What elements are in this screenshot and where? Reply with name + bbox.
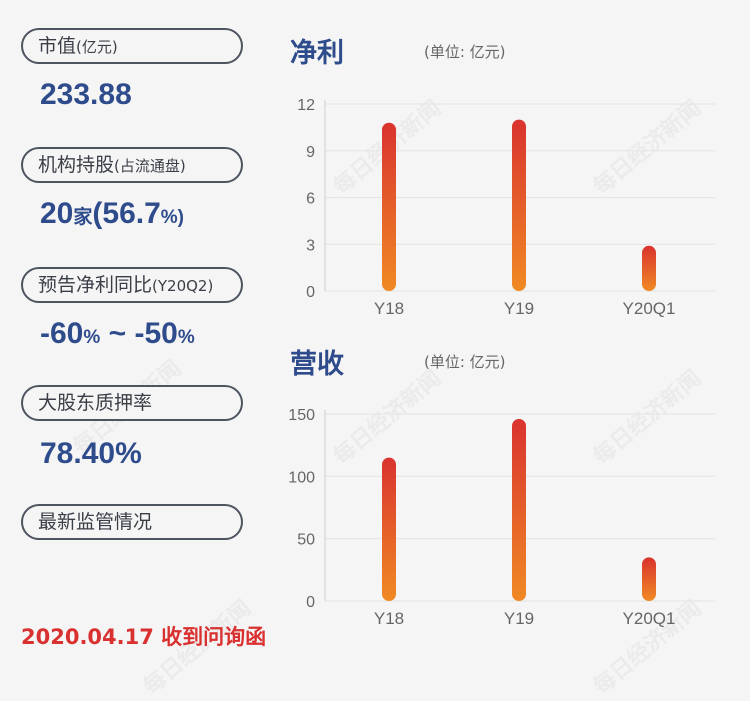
chart-unit-revenue: (单位: 亿元) xyxy=(424,353,506,371)
forecast-low: -60 xyxy=(40,317,84,350)
y-tick-label: 50 xyxy=(297,532,315,549)
y-tick-label: 3 xyxy=(306,237,315,254)
institution-holding-label: 机构持股(占流通盘) xyxy=(21,147,243,183)
chart-unit-net-profit: (单位: 亿元) xyxy=(424,43,506,61)
forecast-high: -50 xyxy=(134,317,178,350)
y-tick-label: 0 xyxy=(306,594,315,611)
bar xyxy=(642,245,656,291)
x-tick-label: Y19 xyxy=(504,299,534,318)
bar xyxy=(512,119,526,291)
forecast-profit-label-text: 预告净利同比 xyxy=(38,274,153,296)
market-cap-label-sub: (亿元) xyxy=(76,38,118,56)
institution-holding-value: 20家(56.7%) xyxy=(40,197,184,231)
bar xyxy=(382,122,396,291)
x-tick-label: Y20Q1 xyxy=(623,299,676,318)
net-profit-chart: 0 3 6 9 12 Y18 Y19 Y20Q1 xyxy=(297,97,715,318)
y-tick-label: 100 xyxy=(288,469,315,486)
pledge-ratio-label: 大股东质押率 xyxy=(21,385,243,421)
y-tick-label: 6 xyxy=(306,191,315,208)
institution-count: 20 xyxy=(40,197,74,230)
y-tick-label: 0 xyxy=(306,284,315,301)
market-cap-value: 233.88 xyxy=(40,78,132,111)
forecast-profit-label-sub: (Y20Q2) xyxy=(152,277,214,295)
institution-holding-label-sub: (占流通盘) xyxy=(114,157,186,175)
bar xyxy=(512,418,526,601)
bar xyxy=(642,557,656,601)
y-tick-label: 150 xyxy=(288,407,315,424)
forecast-tilde: ~ xyxy=(100,317,135,350)
x-tick-label: Y18 xyxy=(374,609,404,628)
pledge-ratio-value: 78.40% xyxy=(40,437,142,470)
chart-title-net-profit: 净利 xyxy=(290,38,344,69)
market-cap-label-text: 市值 xyxy=(38,35,77,57)
x-tick-label: Y20Q1 xyxy=(623,609,676,628)
chart-title-revenue: 营收 xyxy=(290,349,344,380)
market-cap-label: 市值(亿元) xyxy=(21,28,243,64)
x-tick-label: Y18 xyxy=(374,299,404,318)
forecast-high-unit: % xyxy=(177,327,195,348)
institution-ratio-unit: %) xyxy=(160,207,185,228)
institution-ratio: (56.7 xyxy=(92,197,161,230)
institution-holding-label-text: 机构持股 xyxy=(38,154,115,176)
y-tick-label: 9 xyxy=(306,144,315,161)
bar xyxy=(382,457,396,601)
regulation-label-text: 最新监管情况 xyxy=(38,511,153,533)
y-tick-label: 12 xyxy=(297,97,315,114)
institution-count-unit: 家 xyxy=(73,207,93,228)
forecast-profit-value: -60% ~ -50% xyxy=(40,317,195,351)
regulation-label[interactable]: 最新监管情况 xyxy=(21,504,243,540)
inquiry-notice: 2020.04.17 收到问询函 xyxy=(21,625,267,649)
forecast-low-unit: % xyxy=(83,327,101,348)
x-tick-label: Y19 xyxy=(504,609,534,628)
pledge-ratio-label-text: 大股东质押率 xyxy=(38,392,153,414)
revenue-chart: 0 50 100 150 Y18 Y19 Y20Q1 xyxy=(288,407,715,628)
forecast-profit-label: 预告净利同比(Y20Q2) xyxy=(21,267,243,303)
